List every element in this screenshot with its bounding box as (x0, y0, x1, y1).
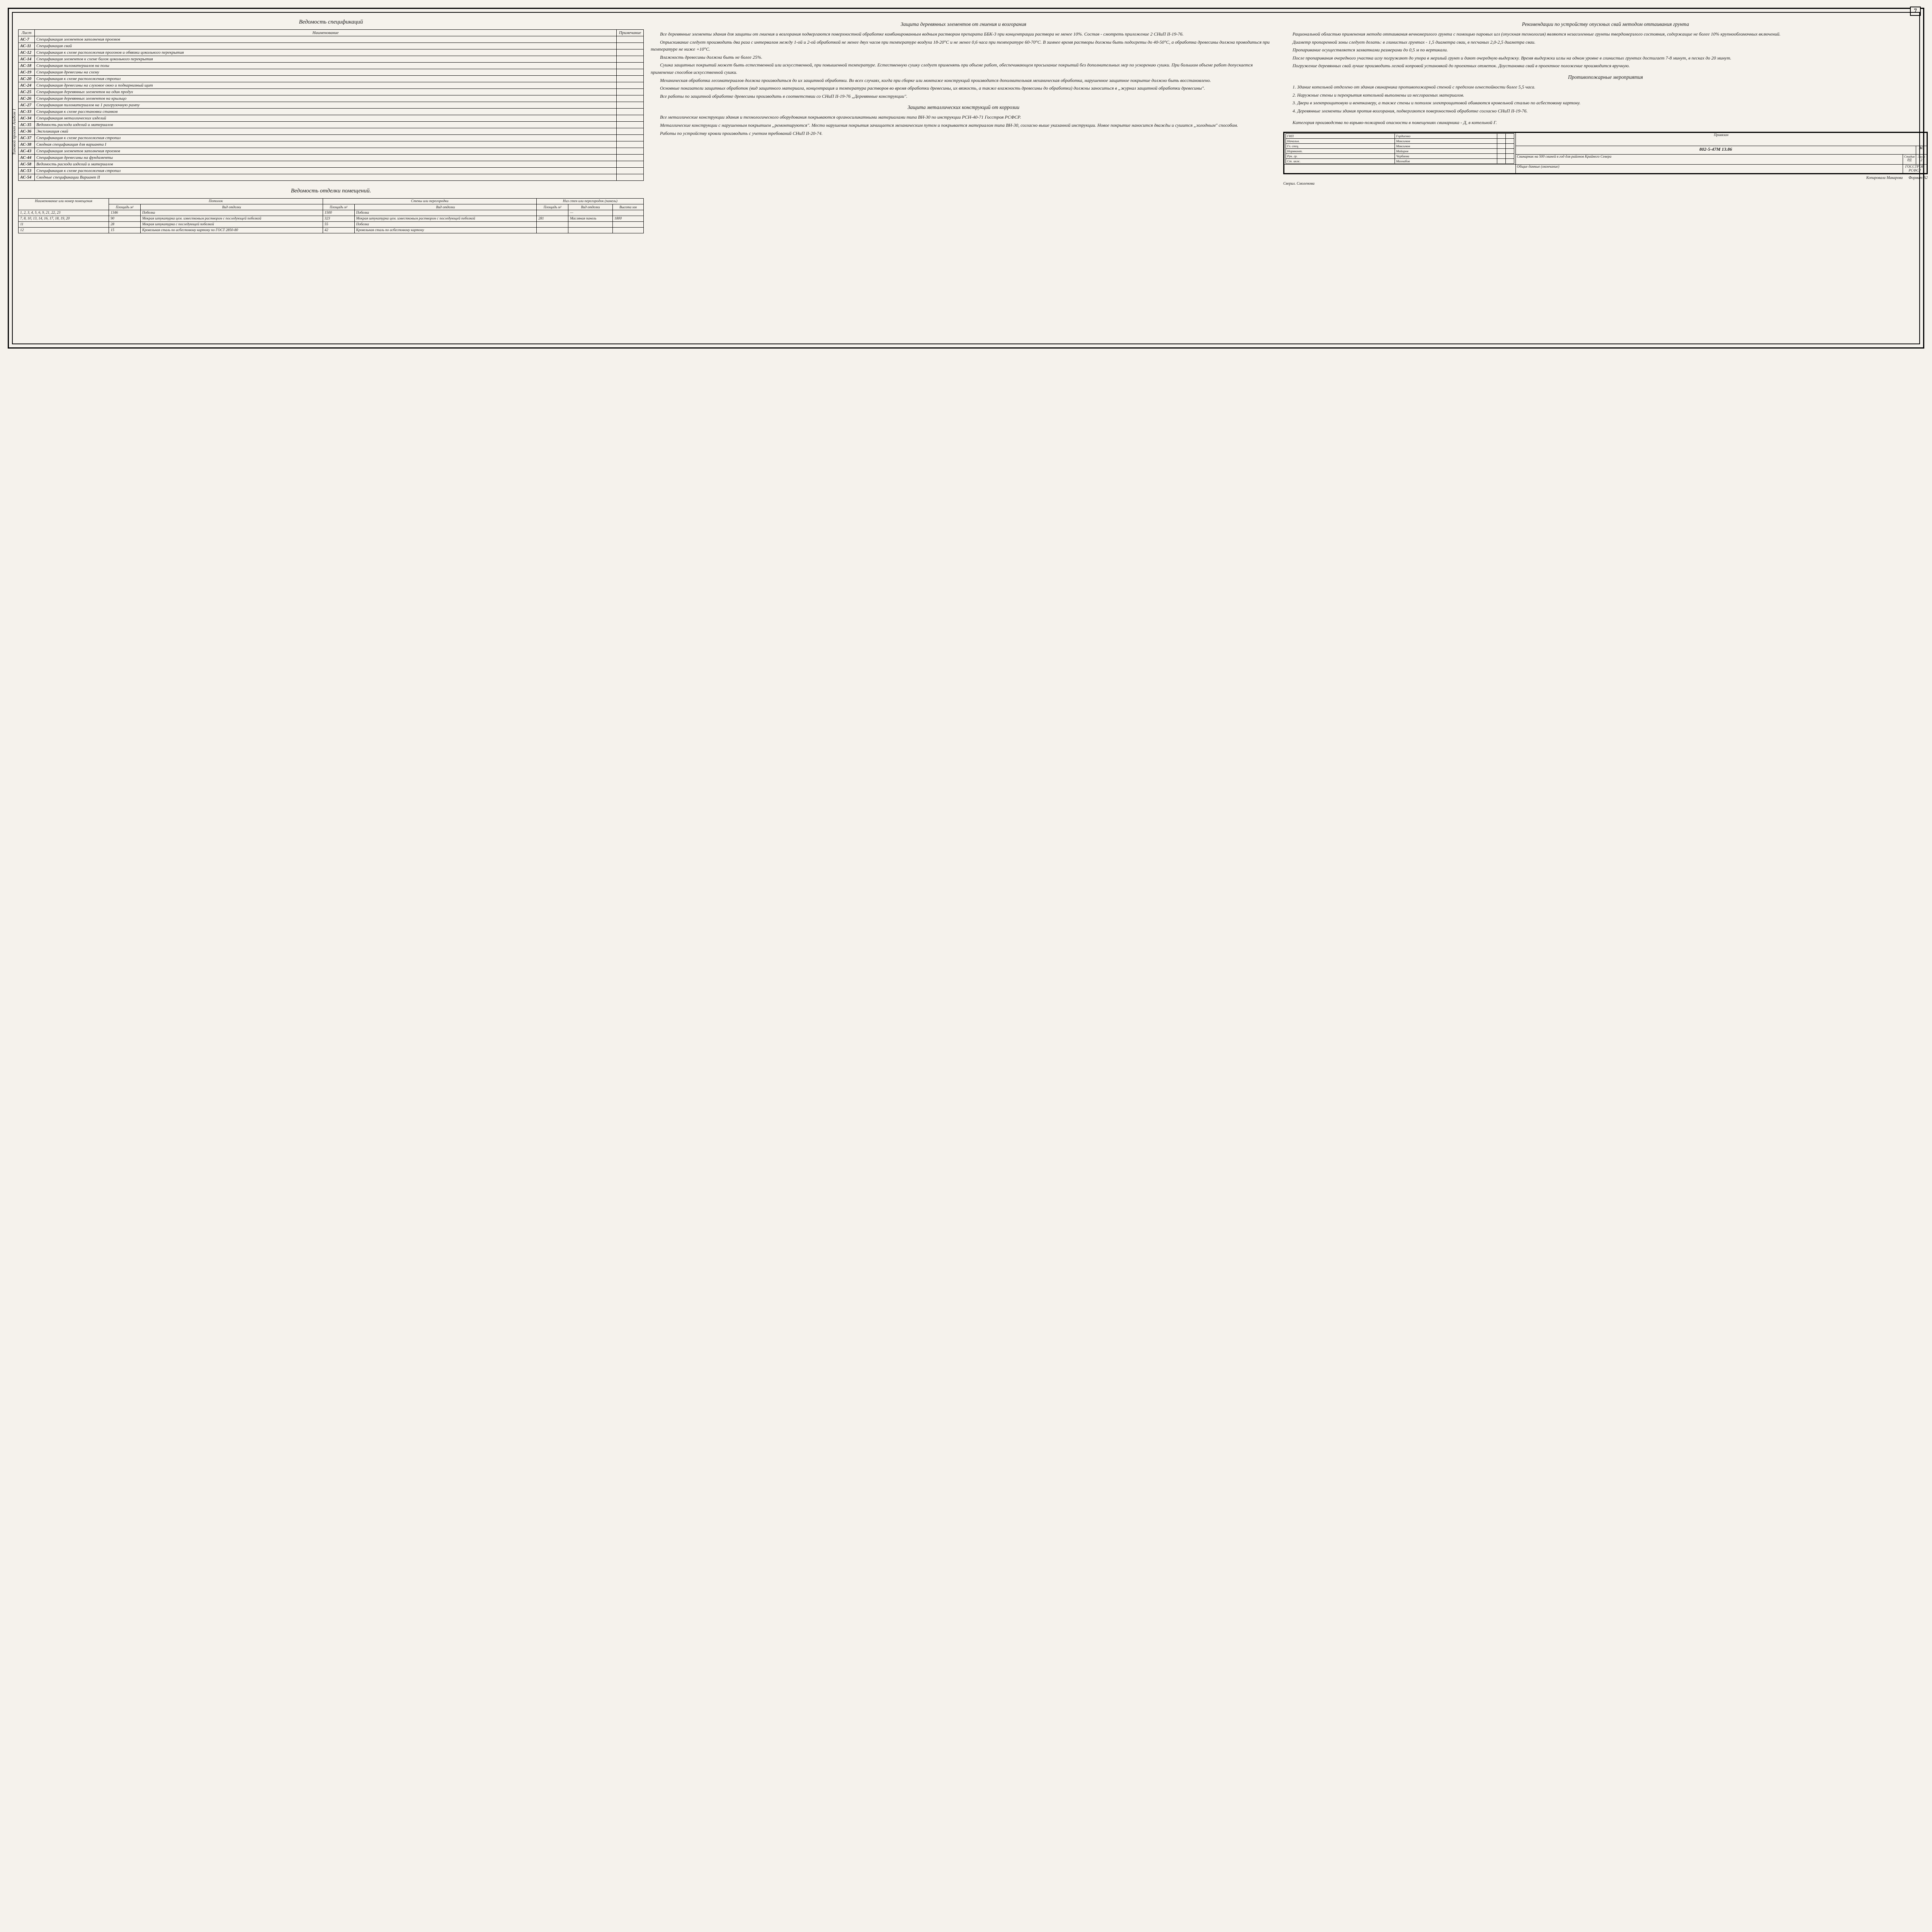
c3-cat: Категория производства по взрыво-пожарно… (1283, 119, 1928, 126)
stamp-mark: АС (1916, 146, 1927, 154)
table-row: 7, 8, 10, 13, 14, 16, 17, 18, 19, 2090Мо… (19, 216, 644, 222)
stamp-footer2: Сверил. Смоленова (1283, 182, 1315, 186)
table-row: АС-18Спецификация пиломатериалов на полы (19, 63, 644, 69)
c2-p7: Все работы по защитной обработке древеси… (651, 93, 1276, 100)
c2-h1: Защита деревянных элементов от гниения и… (651, 21, 1276, 27)
c3-p2: Диаметр пропаренной зоны следует делать:… (1283, 39, 1928, 46)
table-row: АС-24Спецификация древесины на слуховое … (19, 82, 644, 89)
table-row: АС-25Спецификация деревянных элементов н… (19, 89, 644, 95)
col-right: Рекомендации по устройству опускных свай… (1283, 17, 1928, 233)
c2-p5: Механическая обработка лесоматериалов до… (651, 77, 1276, 84)
table-row: АС-53Спецификация к схеме расположения с… (19, 168, 644, 174)
table-row: АС-44Спецификация древесины на фундамент… (19, 155, 644, 161)
title-block: ГИПГордиенкоНачальн.МаксимовГл. спец.Мак… (1283, 132, 1928, 174)
c2-p1: Все деревянные элементы здания для защит… (651, 31, 1276, 38)
c3-p1: Рациональной областью применения метода … (1283, 31, 1928, 38)
table-row: АС-11Спецификация свай (19, 43, 644, 49)
table-row: АС-27Спецификация пиломатериалов на 1 ра… (19, 102, 644, 109)
spec-th: Примечание (616, 30, 643, 36)
c2-p8: Все металлические конструкции здания и т… (651, 114, 1276, 121)
c2-p3: Влажность древесины должна быть не более… (651, 54, 1276, 61)
stamp-subtitle: Общие данные (окончание) (1515, 164, 1903, 173)
stamp-stage: РД (1904, 158, 1915, 162)
stamp-title: Свинарник на 500 свиней в год для районо… (1515, 154, 1903, 164)
c3-p8: 3. Двери в электрощитовую и венткамеру, … (1283, 99, 1928, 107)
table-row: 1, 2, 3, 4, 5, 6, 9, 21, 22, 231346Побел… (19, 210, 644, 216)
stamp-footer1: Копировала Макарова (1866, 176, 1903, 180)
table-row: АС-12Спецификация к схеме расположения п… (19, 49, 644, 56)
table-row: АС-37Спецификация к схеме расположения с… (19, 135, 644, 141)
stamp-format: Формат А2 (1908, 176, 1928, 180)
stamp-status: Привязан (1515, 133, 1927, 146)
table-row: АС-19Спецификация древесины на схему (19, 69, 644, 76)
table-row: АС-58Ведомость расхода изделий и материа… (19, 161, 644, 168)
c2-p6: Основные показатели защитных обработок (… (651, 85, 1276, 92)
col-left: Ведомость спецификаций ЛистНаименованиеП… (18, 17, 644, 233)
c3-p4: После пропаривания очередного участка иг… (1283, 54, 1928, 62)
c3-p3: Пропаривание осуществляется захватками р… (1283, 46, 1928, 54)
stamp-org: ГОССТРОЙ РСФСР (1903, 164, 1927, 173)
table-row: АС-54Сводные спецификации Вариант II (19, 174, 644, 181)
stamp-code: 802-5-47М 13.86 (1515, 146, 1916, 154)
c3-h1: Рекомендации по устройству опускных свай… (1283, 21, 1928, 27)
table-row: АС-7Спецификация элементов заполнения пр… (19, 36, 644, 43)
stamp-sheet: 2 (1917, 158, 1925, 162)
table-row: АС-38Сводная спецификация для варианта I (19, 141, 644, 148)
c3-h2: Противопожарные мероприятия (1283, 74, 1928, 80)
table-row: АС-26Спецификация деревянных элементов н… (19, 95, 644, 102)
spec-th: Наименование (35, 30, 617, 36)
table-row: АС-35Ведомость расхода изделий и материа… (19, 122, 644, 128)
table-row: АС-20Спецификация к схеме расположения с… (19, 76, 644, 82)
table-row: АС-33Спецификация к схеме расстановки ст… (19, 109, 644, 115)
spec-table: ЛистНаименованиеПримечание АС-7Специфика… (18, 29, 644, 181)
finish-table: Наименование или номер помещенияПотолокС… (18, 198, 644, 233)
spec-th: Лист (19, 30, 35, 36)
c3-p5: Погружение деревянных свай лучше произво… (1283, 62, 1928, 70)
side-label: Типовой проект Альбом 1 (12, 109, 17, 155)
table-row: 1215Кровельная сталь по асбестовому карт… (19, 228, 644, 233)
c3-p6: 1. Здание котельной отделено от здания с… (1283, 83, 1928, 91)
c3-p9: 4. Деревянные элементы здания против воз… (1283, 107, 1928, 115)
c2-p4: Сушка защитных покрытий может быть естес… (651, 61, 1276, 76)
c2-p10: Работы по устройству кровли производить … (651, 130, 1276, 137)
table-row: 1128Мокрая штукатурка с последующей побе… (19, 222, 644, 228)
spec-title: Ведомость спецификаций (18, 19, 644, 26)
c2-p2: Опрыскивание следует производить два раз… (651, 39, 1276, 53)
table-row: АС-14Спецификация элементов к схеме бало… (19, 56, 644, 63)
c2-p9: Металлические конструкции с нарушенным п… (651, 122, 1276, 129)
col-middle: Защита деревянных элементов от гниения и… (651, 17, 1276, 233)
table-row: АС-34Спецификация металлических изделий (19, 115, 644, 122)
c2-h2: Защита металлических конструкций от корр… (651, 104, 1276, 111)
table-row: АС-36Экспликация свай (19, 128, 644, 135)
table-row: АС-43Спецификация элементов заполнения п… (19, 148, 644, 155)
c3-p7: 2. Наружные стены и перекрытия котельной… (1283, 92, 1928, 99)
finish-title: Ведомость отделки помещений. (18, 188, 644, 194)
